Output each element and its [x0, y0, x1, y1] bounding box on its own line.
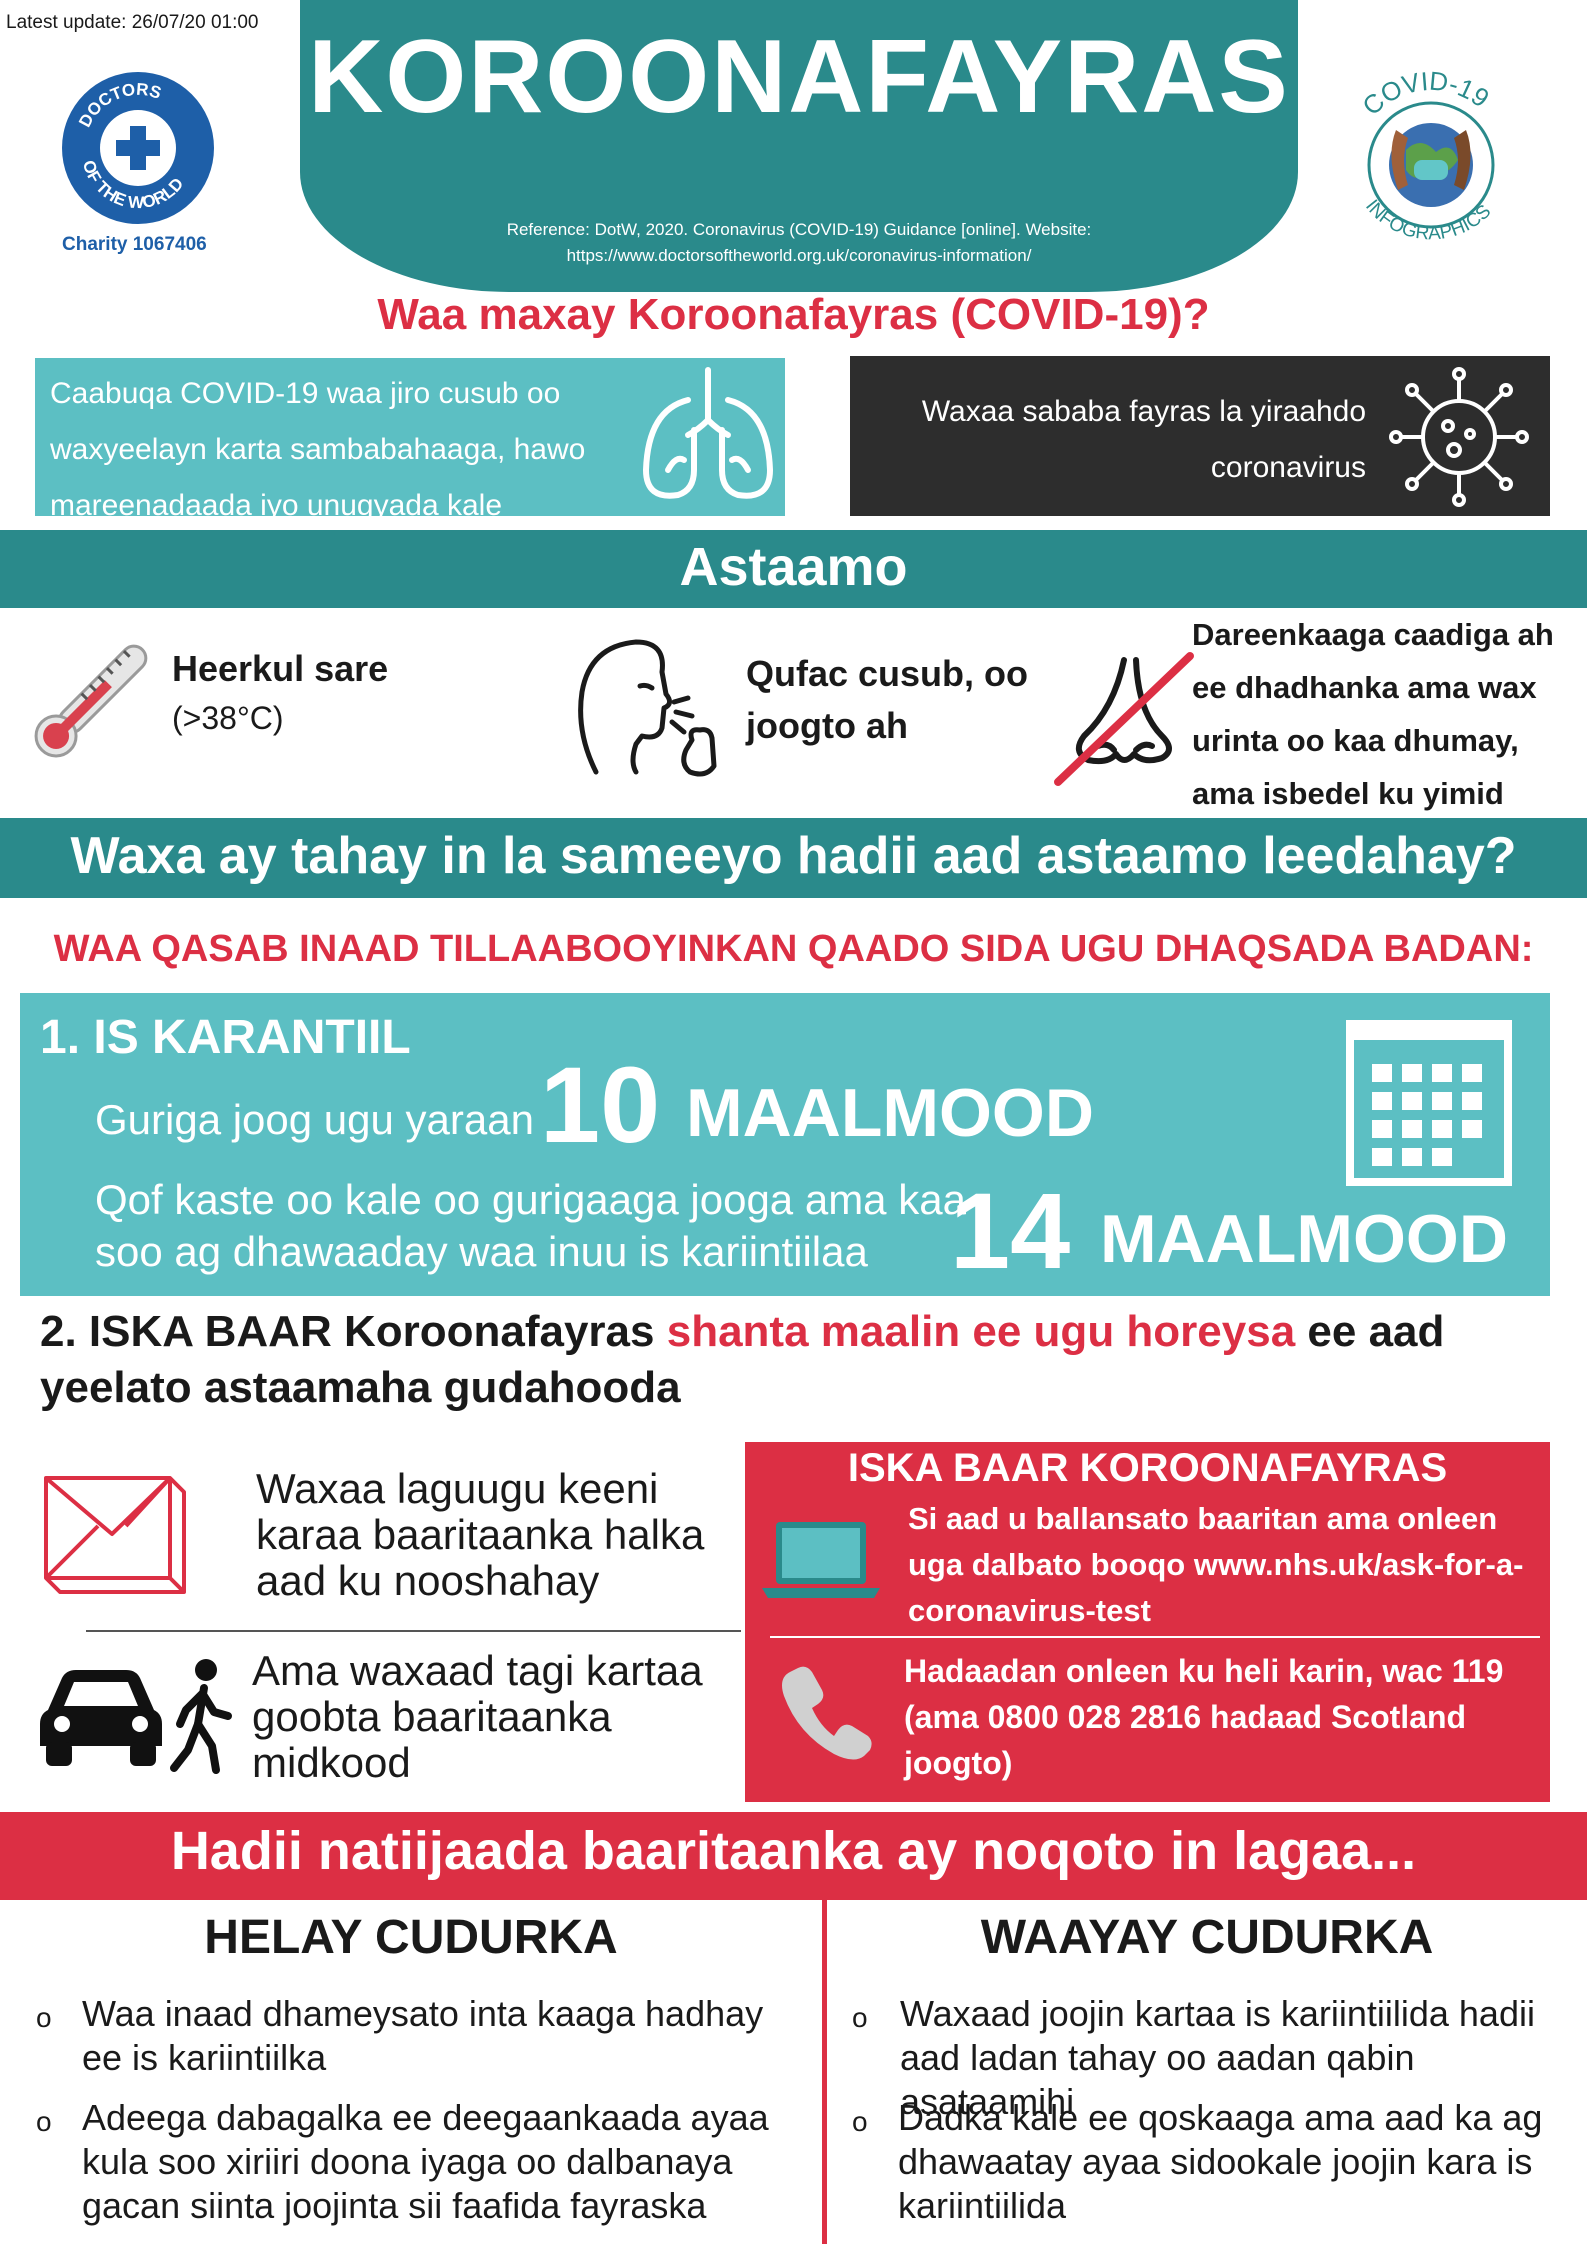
phone-booking-text[interactable]: Hadaadan onleen ku heli karin, wac 119 (… — [904, 1653, 1504, 1781]
bullet-marker: o — [36, 2002, 52, 2033]
lungs-icon — [643, 367, 773, 499]
car-icon — [40, 1670, 162, 1766]
calendar-icon — [1346, 1020, 1512, 1186]
bullet-marker: o — [852, 2002, 868, 2033]
lungs-info-box — [35, 358, 785, 516]
negative-item: Dadka kale ee qoskaaga ama aad ka ag dha… — [898, 2097, 1543, 2226]
latest-update: Latest update: 26/07/20 01:00 — [6, 12, 259, 33]
svg-text:COVID-19: COVID-19 — [1356, 66, 1494, 122]
what-to-do-bar — [0, 818, 1587, 898]
negative-item: Waxaad joojin kartaa is kariintiilida ha… — [900, 1993, 1535, 2122]
quarantine-days-household: 14 — [950, 1170, 1071, 1291]
symptoms-title: Astaamo — [679, 537, 908, 597]
testing-instruction: 2. ISKA BAAR Koroonafayras shanta maalin… — [40, 1307, 1445, 1412]
online-booking-text[interactable]: Si aad u ballansato baaritan ama onleen … — [908, 1501, 1524, 1628]
covid-infographics-logo: COVID-19 INFOGRAPHICS — [1356, 66, 1495, 245]
no-smell-icon — [1054, 652, 1194, 786]
negative-result-title: WAAYAY CUDURKA — [980, 1911, 1434, 1964]
divider — [770, 1636, 1540, 1638]
positive-item: Adeega dabagalka ee deegaankaada ayaa ku… — [82, 2097, 769, 2226]
reference-text: Reference: DotW, 2020. Coronavirus (COVI… — [506, 220, 1092, 239]
quarantine-title: 1. IS KARANTIIL — [40, 1011, 411, 1064]
reference-url[interactable]: https://www.doctorsoftheworld.org.uk/cor… — [566, 246, 1032, 265]
charity-number: Charity 1067406 — [62, 234, 207, 255]
positive-item: Waa inaad dhameysato inta kaaga hadhay e… — [82, 1993, 764, 2078]
home-test-text: Waxaa laguugu keeni karaa baaritaanka ha… — [256, 1465, 705, 1604]
lungs-info-text: Caabuqa COVID-19 waa jiro cusub oo waxye… — [50, 377, 586, 522]
positive-result-title: HELAY CUDURKA — [204, 1911, 618, 1964]
test-site-text: Ama waxaad tagi kartaa goobta baaritaank… — [252, 1647, 703, 1786]
intro-question: Waa maxay Koroonafayras (COVID-19)? — [377, 290, 1210, 339]
quarantine-line2: Qof kaste oo kale oo gurigaaga jooga ama… — [95, 1176, 966, 1275]
booking-title: ISKA BAAR KOROONAFAYRAS — [847, 1446, 1448, 1490]
results-title: Hadii natiijaada baaritaanka ay noqoto i… — [170, 1821, 1417, 1881]
laptop-icon — [762, 1522, 880, 1598]
virus-info-box — [850, 356, 1550, 516]
virus-info-text: Waxaa sababa fayras la yiraahdo coronavi… — [921, 395, 1366, 484]
quarantine-unit-self: MAALMOOD — [686, 1075, 1094, 1151]
quarantine-box — [20, 993, 1550, 1296]
fever-detail: (>38°C) — [172, 700, 284, 736]
bullet-marker: o — [852, 2106, 868, 2137]
must-do-heading: WAA QASAB INAAD TILLAABOOYINKAN QAADO SI… — [53, 928, 1534, 970]
page-title: KOROONAFAYRAS — [308, 19, 1290, 135]
fever-title: Heerkul sare — [172, 648, 389, 689]
divider — [86, 1630, 741, 1632]
symptoms-bar — [0, 530, 1587, 608]
pedestrian-icon — [170, 1659, 232, 1774]
virus-icon — [1389, 367, 1529, 507]
cough-icon — [578, 639, 717, 777]
results-divider — [822, 1900, 827, 2244]
quarantine-line1: Guriga joog ugu yaraan — [95, 1096, 534, 1143]
title-banner — [300, 0, 1298, 292]
quarantine-days-self: 10 — [540, 1044, 661, 1165]
booking-box — [745, 1442, 1550, 1802]
bullet-marker: o — [36, 2106, 52, 2137]
what-to-do-title: Waxa ay tahay in la sameeyo hadii aad as… — [70, 827, 1517, 885]
smell-symptom: Dareenkaaga caadiga ah ee dhadhanka ama … — [1192, 617, 1554, 811]
thermometer-icon — [34, 644, 148, 758]
envelope-icon — [44, 1476, 186, 1594]
results-bar — [0, 1812, 1587, 1900]
cough-symptom: Qufac cusub, oo joogto ah — [746, 653, 1029, 746]
phone-icon — [782, 1666, 872, 1760]
quarantine-unit-household: MAALMOOD — [1100, 1201, 1508, 1277]
doctors-of-the-world-logo: DOCTORS OF THE WORLD — [62, 72, 214, 224]
